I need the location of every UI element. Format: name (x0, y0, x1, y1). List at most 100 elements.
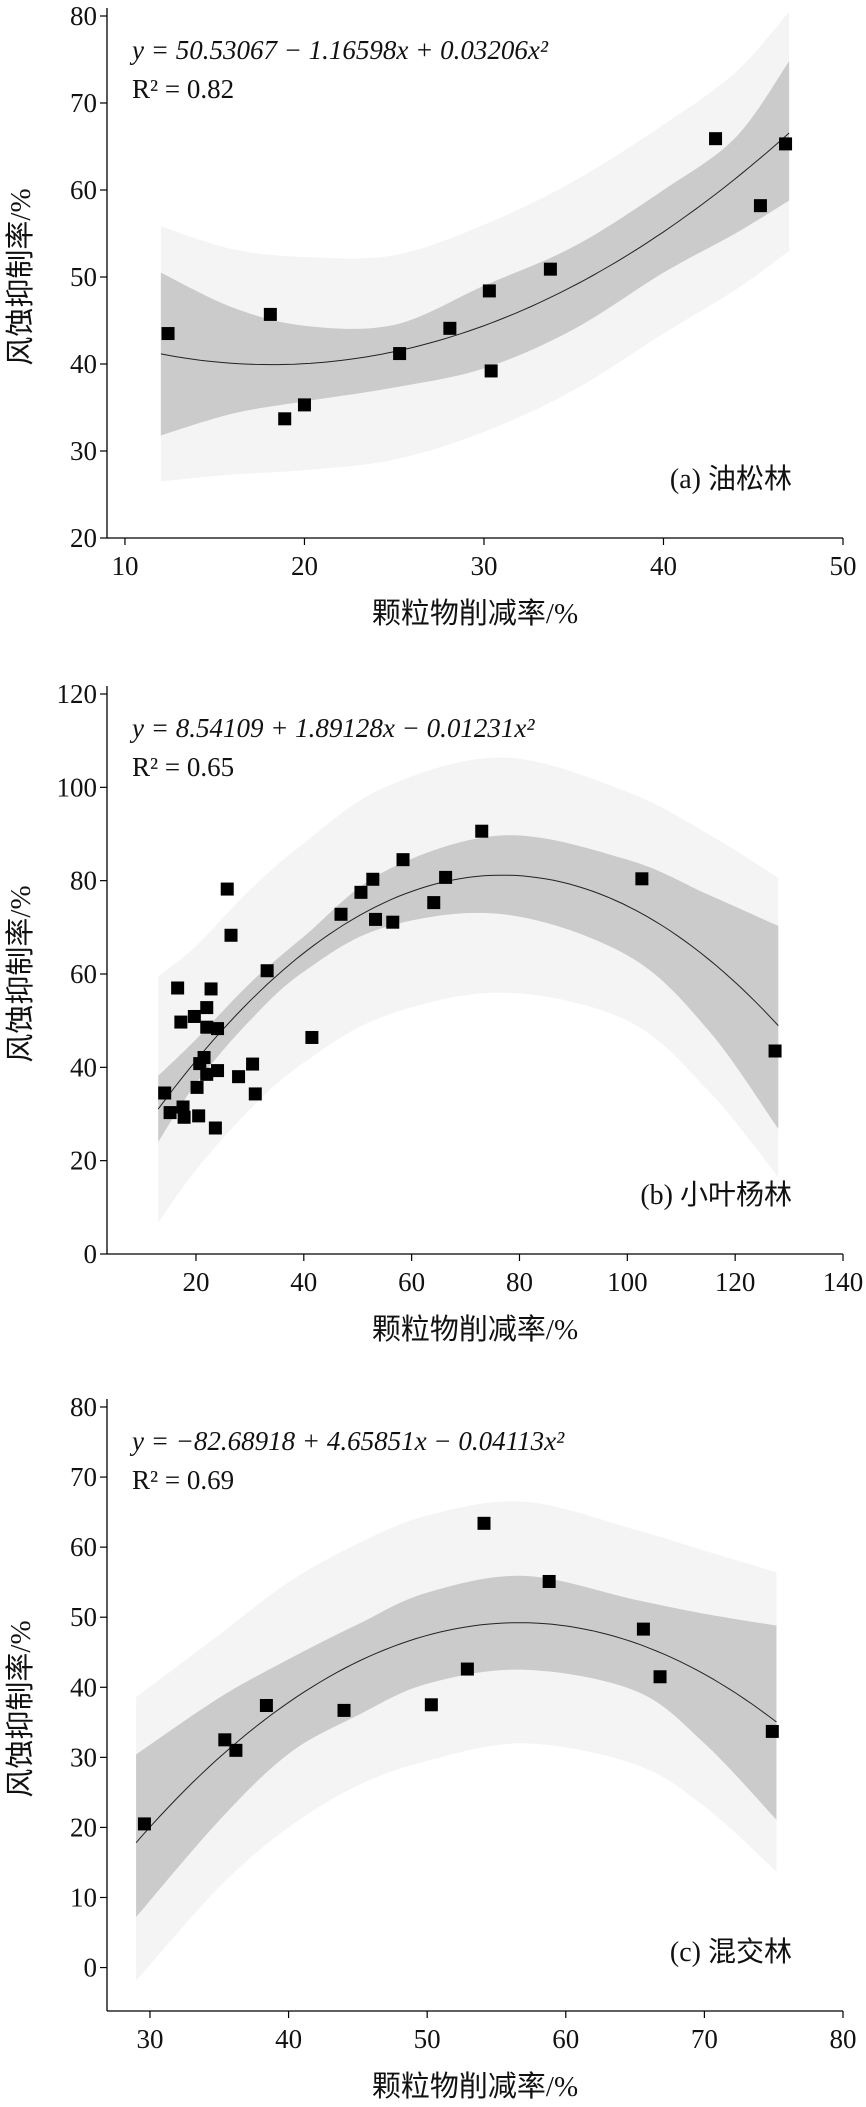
data-point (211, 1064, 225, 1078)
data-point (200, 1001, 214, 1015)
inner-band-confidence (160, 61, 790, 436)
y-tick-label: 40 (70, 349, 97, 379)
fit-curve (160, 132, 790, 366)
y-tick-label: 80 (70, 866, 97, 896)
x-tick-label: 80 (506, 1267, 533, 1297)
x-axis-label: 颗粒物削减率/% (372, 2070, 578, 2103)
data-point (260, 964, 274, 978)
data-point (248, 1087, 262, 1101)
data-point (779, 137, 793, 151)
data-point (427, 896, 441, 910)
chart-panel-c: 0 10 20 30 40 50 60 70 80 30 40 50 60 70 80 颗粒物削减率/% 风蚀抑… (4, 1392, 857, 2103)
x-tick-label: 40 (290, 1267, 317, 1297)
x-tick-label: 60 (552, 2024, 579, 2054)
y-axis-label: 风蚀抑制率/% (4, 188, 37, 365)
data-point (386, 915, 400, 929)
data-point (337, 1703, 351, 1717)
x-tick-label: 60 (398, 1267, 425, 1297)
y-tick-label: 0 (84, 1239, 98, 1269)
y-tick-label: 70 (70, 88, 97, 118)
data-point (192, 1109, 206, 1123)
y-tick-label: 30 (70, 436, 97, 466)
data-point (246, 1057, 260, 1071)
data-point (163, 1106, 177, 1120)
data-point (366, 872, 380, 886)
data-point (297, 398, 311, 412)
data-point (211, 1022, 225, 1036)
data-point (176, 1100, 190, 1114)
r-squared-label: R² = 0.82 (132, 74, 234, 104)
data-point (439, 870, 453, 884)
data-point (482, 284, 496, 298)
x-tick-label: 40 (275, 2024, 302, 2054)
x-tick-label: 30 (470, 551, 497, 581)
x-tick-label: 120 (715, 1267, 756, 1297)
data-point (171, 981, 185, 995)
data-point (424, 1698, 438, 1712)
inner-band-confidence (136, 1575, 777, 1918)
y-tick-label: 50 (70, 1602, 97, 1632)
panel-label: (a) 油松林 (670, 463, 792, 495)
data-point (396, 853, 410, 867)
data-point (200, 1020, 214, 1034)
y-tick-label: 10 (70, 1882, 97, 1912)
data-point (635, 872, 649, 886)
y-tick-label: 100 (57, 772, 98, 802)
data-point (263, 307, 277, 321)
y-tick-label: 50 (70, 262, 97, 292)
y-tick-label: 20 (70, 1146, 97, 1176)
y-tick-label: 60 (70, 959, 97, 989)
fit-curve (157, 874, 779, 1110)
x-tick-label: 20 (291, 551, 318, 581)
y-tick-label: 80 (70, 1392, 97, 1422)
data-point (753, 199, 767, 213)
data-point (354, 885, 368, 899)
data-point (259, 1698, 273, 1712)
x-tick-label: 20 (182, 1267, 209, 1297)
chart-panel-b: 0 20 40 60 80 100 120 20 40 60 80 100 120 140 颗粒物削减率/%… (4, 679, 863, 1346)
x-tick-label: 30 (136, 2024, 163, 2054)
x-axis-label: 颗粒物削减率/% (372, 1313, 578, 1346)
data-point (208, 1121, 222, 1135)
y-tick-label: 60 (70, 175, 97, 205)
data-point (484, 364, 498, 378)
data-point (278, 412, 292, 426)
chart-panel-a: 20 30 40 50 60 70 80 10 20 30 40 50 颗粒物削减率/% 风蚀抑制率/% y… (4, 1, 857, 630)
y-tick-label: 0 (84, 1953, 98, 1983)
data-point (161, 327, 175, 341)
data-point (220, 882, 234, 896)
data-point (636, 1622, 650, 1636)
y-tick-label: 30 (70, 1742, 97, 1772)
y-tick-label: 120 (57, 679, 98, 709)
x-tick-label: 40 (650, 551, 677, 581)
x-tick-label: 70 (691, 2024, 718, 2054)
data-point (709, 132, 723, 146)
data-point (229, 1743, 243, 1757)
data-point (305, 1030, 319, 1044)
y-tick-label: 80 (70, 1, 97, 31)
r-squared-label: R² = 0.65 (132, 752, 234, 782)
data-point (369, 912, 383, 926)
x-tick-label: 140 (823, 1267, 864, 1297)
data-point (768, 1044, 782, 1058)
data-point (542, 1574, 556, 1588)
inner-band-confidence (158, 835, 779, 1142)
data-point (187, 1009, 201, 1023)
data-point (224, 928, 238, 942)
y-tick-label: 40 (70, 1672, 97, 1702)
data-point (334, 907, 348, 921)
data-point (158, 1086, 172, 1100)
data-point (137, 1817, 151, 1831)
x-tick-label: 50 (414, 2024, 441, 2054)
y-axis-label: 风蚀抑制率/% (4, 885, 37, 1062)
data-point (174, 1015, 188, 1029)
x-tick-label: 50 (830, 551, 857, 581)
y-tick-label: 20 (70, 1812, 97, 1842)
data-point (653, 1670, 667, 1684)
x-tick-label: 80 (830, 2024, 857, 2054)
panel-label: (c) 混交林 (670, 1936, 792, 1968)
data-point (204, 982, 218, 996)
y-tick-label: 70 (70, 1462, 97, 1492)
data-point (393, 347, 407, 361)
